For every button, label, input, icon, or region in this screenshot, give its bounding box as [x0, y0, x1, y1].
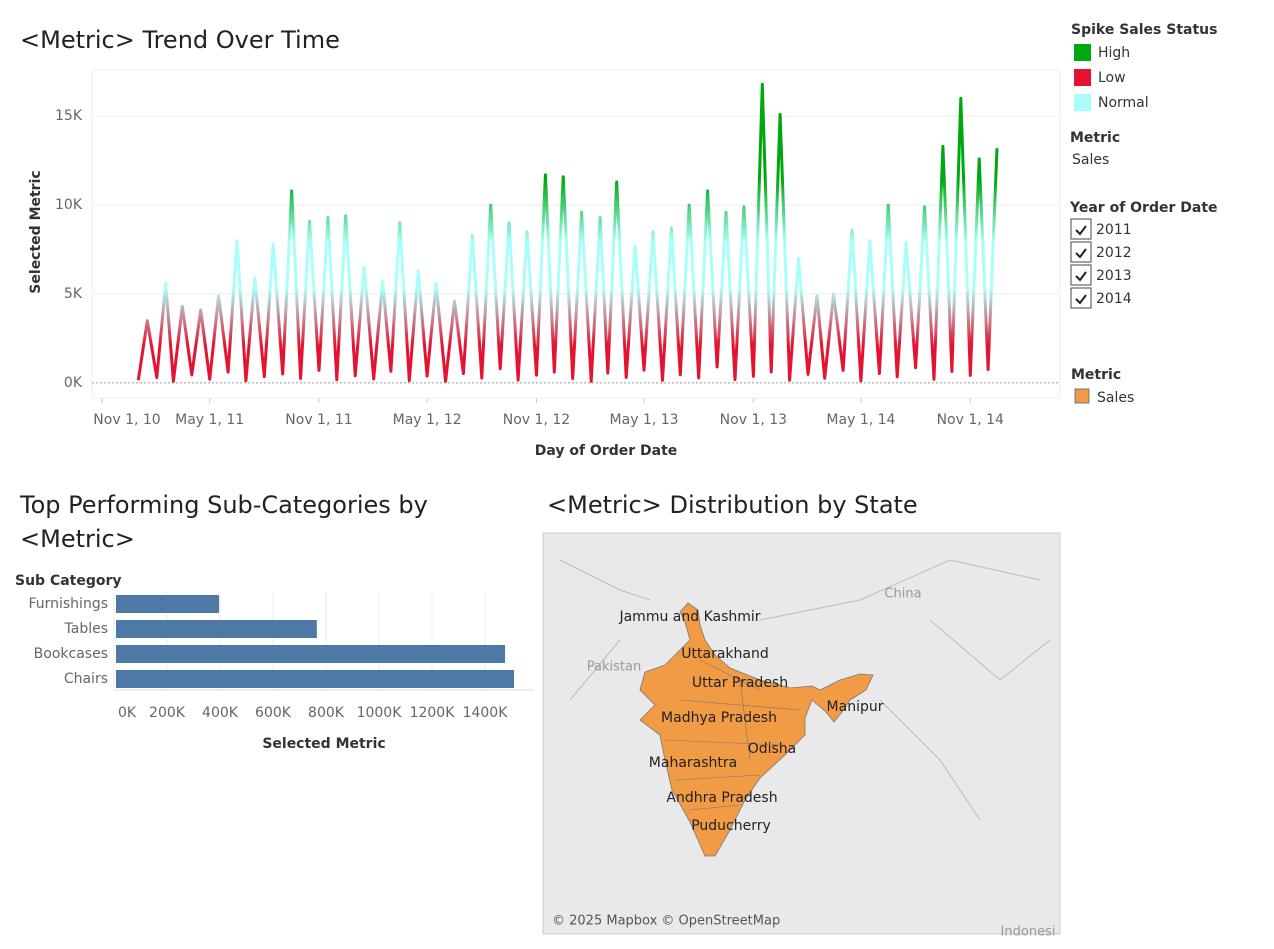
y-axis-header: Sub Category	[15, 573, 122, 589]
map-title: <Metric> Distribution by State	[547, 491, 918, 519]
x-axis-title: Day of Order Date	[535, 443, 678, 459]
y-tick-label: Tables	[64, 621, 109, 637]
checkbox[interactable]	[1070, 287, 1092, 309]
x-tick-label: May 1, 14	[826, 412, 895, 428]
x-tick-label: 1200K	[410, 705, 456, 721]
map-attribution: © 2025 Mapbox © OpenStreetMap	[552, 914, 780, 929]
x-tick-label: May 1, 12	[393, 412, 462, 428]
x-tick-label: 800K	[308, 705, 345, 721]
checkbox[interactable]	[1070, 241, 1092, 263]
legend-swatch	[1074, 44, 1091, 61]
india-shape	[639, 602, 874, 857]
x-tick-label: Nov 1, 14	[937, 412, 1004, 428]
checkbox-label[interactable]: 2013	[1096, 268, 1132, 284]
chart-title: Top Performing Sub-Categories by <Metric…	[20, 491, 428, 553]
y-tick-label: 10K	[55, 197, 83, 213]
legend-swatch	[1074, 94, 1091, 111]
state-label: Jammu and Kashmir	[618, 609, 760, 625]
place-label: Indonesi	[1001, 925, 1056, 940]
map-borders	[559, 559, 1051, 821]
state-label: Puducherry	[691, 818, 771, 834]
x-tick-label: Nov 1, 11	[285, 412, 352, 428]
state-borders	[664, 659, 801, 811]
legend-title: Metric	[1071, 367, 1121, 383]
y-tick-label: Chairs	[64, 671, 108, 687]
bar	[116, 620, 317, 638]
checkmark	[1075, 294, 1087, 305]
bar	[116, 645, 505, 663]
y-tick-label: 15K	[55, 108, 83, 124]
state-label: Uttarakhand	[681, 646, 768, 662]
checkmark	[1075, 271, 1087, 282]
y-tick-label: Bookcases	[34, 646, 108, 662]
checkmark	[1075, 225, 1087, 236]
bar	[116, 595, 220, 613]
plot-area	[91, 69, 1061, 399]
x-tick-label: Nov 1, 10	[93, 412, 160, 428]
checkbox-label[interactable]: 2014	[1096, 291, 1132, 307]
x-tick-label: 0K	[118, 705, 137, 721]
checkbox[interactable]	[1070, 218, 1092, 240]
checkmark	[1075, 248, 1087, 259]
legend-label: Sales	[1097, 390, 1134, 406]
x-tick-label: Nov 1, 12	[503, 412, 570, 428]
x-tick-label: 200K	[149, 705, 186, 721]
y-axis-title: Selected Metric	[28, 170, 44, 293]
filter-value: Sales	[1072, 152, 1109, 168]
line-series	[136, 82, 999, 383]
state-label: Uttar Pradesh	[692, 675, 788, 691]
state-label: Maharashtra	[649, 755, 737, 771]
x-tick-label: 400K	[202, 705, 239, 721]
state-label: Madhya Pradesh	[661, 710, 777, 726]
legend-swatch	[1074, 69, 1091, 86]
checkbox-label[interactable]: 2012	[1096, 245, 1132, 261]
legend-label: Normal	[1098, 95, 1149, 111]
state-label: Andhra Pradesh	[666, 790, 777, 806]
legend-swatch	[1074, 388, 1090, 404]
x-tick-label: May 1, 13	[610, 412, 679, 428]
x-tick-label: May 1, 11	[175, 412, 244, 428]
checkbox-label[interactable]: 2011	[1096, 222, 1132, 238]
y-tick-label: 5K	[64, 286, 83, 302]
place-label: Pakistan	[587, 660, 641, 675]
state-label: Manipur	[827, 699, 884, 715]
x-tick-label: 1400K	[463, 705, 509, 721]
bar	[116, 670, 515, 688]
y-tick-label: Furnishings	[28, 596, 108, 612]
filter-title: Year of Order Date	[1069, 200, 1218, 216]
x-tick-label: 1000K	[357, 705, 403, 721]
x-axis-title: Selected Metric	[262, 736, 385, 752]
filter-title: Metric	[1070, 130, 1120, 146]
x-tick-label: 600K	[255, 705, 292, 721]
legend-label: Low	[1098, 70, 1126, 86]
x-tick-label: Nov 1, 13	[720, 412, 787, 428]
legend-title: Spike Sales Status	[1071, 22, 1217, 38]
legend-label: High	[1098, 45, 1130, 61]
place-label: China	[884, 587, 921, 602]
checkbox[interactable]	[1070, 264, 1092, 286]
state-label: Odisha	[748, 741, 797, 757]
chart-title: <Metric> Trend Over Time	[20, 26, 340, 54]
y-tick-label: 0K	[64, 375, 83, 391]
